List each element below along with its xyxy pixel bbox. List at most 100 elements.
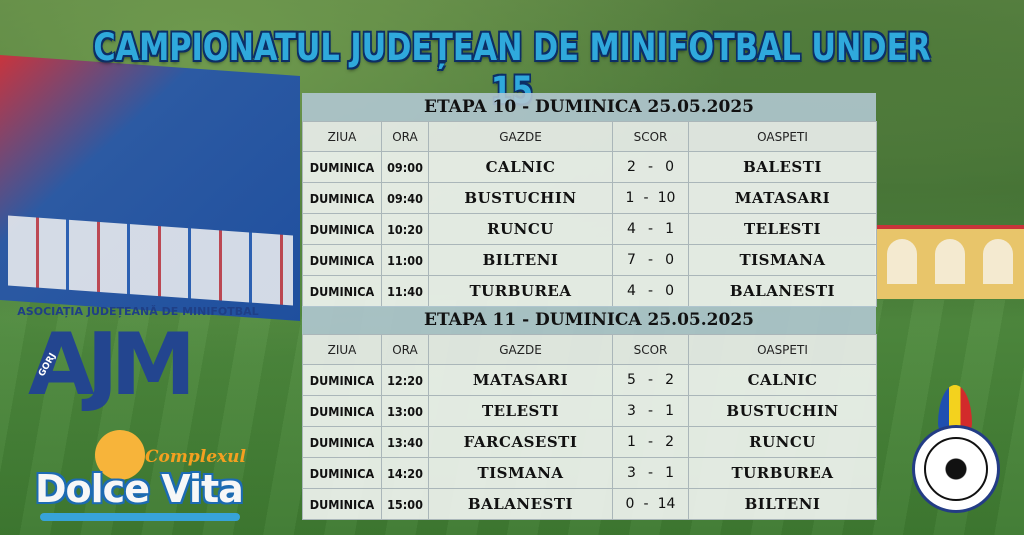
score-separator: - xyxy=(647,159,654,175)
home-goals: 1 xyxy=(625,190,635,206)
schedule-panel: ETAPA 10 - DUMINICA 25.05.2025 ZIUA ORA … xyxy=(302,93,877,520)
sponsor-board xyxy=(8,215,293,306)
etapa-11-table: ZIUA ORA GAZDE SCOR OASPETI DUMINICA 12:2… xyxy=(302,334,877,520)
col-scor: SCOR xyxy=(612,121,689,152)
home-goals: 2 xyxy=(627,159,636,175)
score-separator: - xyxy=(643,496,649,512)
col-oaspeti: OASPETI xyxy=(688,121,877,152)
score-separator: - xyxy=(647,372,654,388)
match-score: 2-0 xyxy=(612,151,689,183)
etapa-10-heading: ETAPA 10 - DUMINICA 25.05.2025 xyxy=(302,93,876,121)
home-team: BUSTUCHIN xyxy=(428,182,613,214)
away-goals: 14 xyxy=(657,496,676,512)
match-score: 3-1 xyxy=(612,395,689,427)
home-goals: 3 xyxy=(627,403,636,419)
col-scor: SCOR xyxy=(612,334,689,365)
col-gazde: GAZDE xyxy=(428,121,613,152)
col-oaspeti: OASPETI xyxy=(688,334,877,365)
match-time: 14:20 xyxy=(381,457,429,489)
match-day: DUMINICA xyxy=(302,457,382,489)
col-ziua: ZIUA xyxy=(302,121,382,152)
home-team: TISMANA xyxy=(428,457,613,489)
match-score: 0-14 xyxy=(612,488,689,520)
score-separator: - xyxy=(643,190,649,206)
ajm-logo: ASOCIAȚIA JUDEȚEANĂ DE MINIFOTBAL AJM GO… xyxy=(8,305,268,415)
etapa-11-heading: ETAPA 11 - DUMINICA 25.05.2025 xyxy=(302,306,876,334)
away-team: MATASARI xyxy=(688,182,877,214)
table-row: DUMINICA 11:00 BILTENI 7-0 TISMANA xyxy=(302,244,877,276)
table-row: DUMINICA 15:00 BALANESTI 0-14 BILTENI xyxy=(302,488,877,520)
home-goals: 4 xyxy=(627,283,636,299)
home-team: BILTENI xyxy=(428,244,613,276)
home-team: FARCASESTI xyxy=(428,426,613,458)
ajm-letters: AJM xyxy=(28,315,196,415)
col-gazde: GAZDE xyxy=(428,334,613,365)
away-goals: 1 xyxy=(665,465,674,481)
col-ora: ORA xyxy=(381,121,429,152)
away-team: BUSTUCHIN xyxy=(688,395,877,427)
away-team: BALESTI xyxy=(688,151,877,183)
match-day: DUMINICA xyxy=(302,426,382,458)
match-day: DUMINICA xyxy=(302,488,382,520)
away-team: RUNCU xyxy=(688,426,877,458)
table-header: ZIUA ORA GAZDE SCOR OASPETI xyxy=(302,121,877,152)
match-day: DUMINICA xyxy=(302,151,382,183)
score-separator: - xyxy=(647,465,654,481)
away-team: BILTENI xyxy=(688,488,877,520)
away-goals: 0 xyxy=(665,159,674,175)
away-team: TELESTI xyxy=(688,213,877,245)
away-goals: 1 xyxy=(665,403,674,419)
match-score: 7-0 xyxy=(612,244,689,276)
table-row: DUMINICA 12:20 MATASARI 5-2 CALNIC xyxy=(302,364,877,396)
sun-icon xyxy=(95,430,145,480)
away-team: TISMANA xyxy=(688,244,877,276)
score-separator: - xyxy=(647,403,654,419)
home-goals: 7 xyxy=(627,252,636,268)
col-ora: ORA xyxy=(381,334,429,365)
table-row: DUMINICA 11:40 TURBUREA 4-0 BALANESTI xyxy=(302,275,877,307)
home-team: BALANESTI xyxy=(428,488,613,520)
away-goals: 1 xyxy=(665,221,674,237)
match-time: 13:40 xyxy=(381,426,429,458)
home-goals: 5 xyxy=(627,372,636,388)
match-day: DUMINICA xyxy=(302,275,382,307)
away-goals: 0 xyxy=(665,252,674,268)
match-day: DUMINICA xyxy=(302,213,382,245)
background-wall xyxy=(875,225,1024,299)
dolce-wordmark: Dolce Vita xyxy=(35,467,244,511)
match-day: DUMINICA xyxy=(302,182,382,214)
match-time: 10:20 xyxy=(381,213,429,245)
table-row: DUMINICA 13:00 TELESTI 3-1 BUSTUCHIN xyxy=(302,395,877,427)
match-score: 5-2 xyxy=(612,364,689,396)
match-time: 15:00 xyxy=(381,488,429,520)
match-time: 09:00 xyxy=(381,151,429,183)
match-time: 11:40 xyxy=(381,275,429,307)
home-goals: 1 xyxy=(627,434,636,450)
match-score: 1-10 xyxy=(612,182,689,214)
dolce-vita-logo: Complexul Dolce Vita xyxy=(35,425,265,525)
page-title: CAMPIONATUL JUDEȚEAN DE MINIFOTBAL UNDER… xyxy=(93,26,931,112)
table-row: DUMINICA 14:20 TISMANA 3-1 TURBUREA xyxy=(302,457,877,489)
away-goals: 2 xyxy=(665,372,674,388)
match-score: 4-0 xyxy=(612,275,689,307)
match-time: 12:20 xyxy=(381,364,429,396)
match-day: DUMINICA xyxy=(302,395,382,427)
col-ziua: ZIUA xyxy=(302,334,382,365)
match-time: 09:40 xyxy=(381,182,429,214)
away-goals: 2 xyxy=(665,434,674,450)
away-goals: 10 xyxy=(657,190,676,206)
match-score: 3-1 xyxy=(612,457,689,489)
score-separator: - xyxy=(647,221,654,237)
home-goals: 0 xyxy=(625,496,635,512)
home-team: RUNCU xyxy=(428,213,613,245)
score-separator: - xyxy=(647,434,654,450)
match-time: 13:00 xyxy=(381,395,429,427)
match-time: 11:00 xyxy=(381,244,429,276)
home-team: TURBUREA xyxy=(428,275,613,307)
table-row: DUMINICA 09:40 BUSTUCHIN 1-10 MATASARI xyxy=(302,182,877,214)
table-row: DUMINICA 10:20 RUNCU 4-1 TELESTI xyxy=(302,213,877,245)
home-goals: 4 xyxy=(627,221,636,237)
home-team: MATASARI xyxy=(428,364,613,396)
away-team: TURBUREA xyxy=(688,457,877,489)
score-separator: - xyxy=(647,283,654,299)
